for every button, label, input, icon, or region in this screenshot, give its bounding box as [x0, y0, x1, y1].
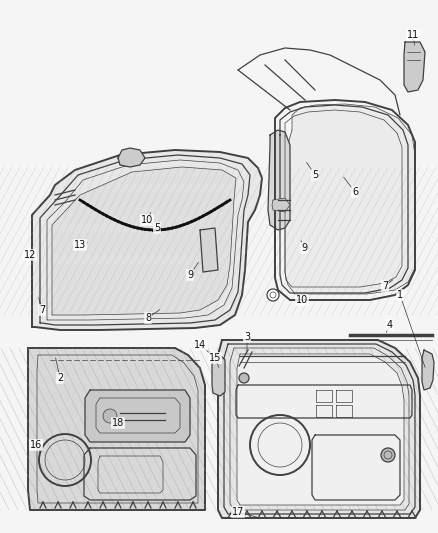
Text: 11: 11	[407, 30, 419, 40]
Polygon shape	[85, 390, 190, 442]
Text: 9: 9	[301, 243, 307, 253]
Polygon shape	[200, 228, 218, 272]
Text: 13: 13	[74, 240, 86, 250]
Text: 17: 17	[232, 507, 244, 517]
Polygon shape	[28, 348, 205, 510]
Text: 6: 6	[352, 187, 358, 197]
Text: 5: 5	[312, 170, 318, 180]
Polygon shape	[118, 148, 145, 167]
Text: 3: 3	[244, 332, 250, 342]
Polygon shape	[268, 130, 290, 230]
Circle shape	[239, 373, 249, 383]
Text: 7: 7	[382, 281, 388, 291]
Text: 4: 4	[387, 320, 393, 330]
Polygon shape	[404, 42, 425, 92]
Polygon shape	[218, 340, 420, 518]
Text: 5: 5	[154, 223, 160, 233]
Polygon shape	[285, 104, 415, 294]
Text: 10: 10	[141, 215, 153, 225]
Text: 15: 15	[209, 353, 221, 363]
Polygon shape	[237, 354, 404, 505]
Polygon shape	[212, 355, 225, 396]
Text: 10: 10	[296, 295, 308, 305]
Text: 9: 9	[187, 270, 193, 280]
Polygon shape	[422, 350, 434, 390]
Polygon shape	[32, 150, 262, 330]
Polygon shape	[52, 167, 236, 315]
Text: 14: 14	[194, 340, 206, 350]
Circle shape	[267, 289, 279, 301]
Circle shape	[103, 409, 117, 423]
Text: 8: 8	[145, 313, 151, 323]
Text: 1: 1	[397, 290, 403, 300]
Polygon shape	[272, 198, 290, 212]
Text: 16: 16	[30, 440, 42, 450]
Circle shape	[381, 448, 395, 462]
Text: 2: 2	[57, 373, 63, 383]
Text: 12: 12	[24, 250, 36, 260]
Text: 7: 7	[39, 305, 45, 315]
Text: 18: 18	[112, 418, 124, 428]
